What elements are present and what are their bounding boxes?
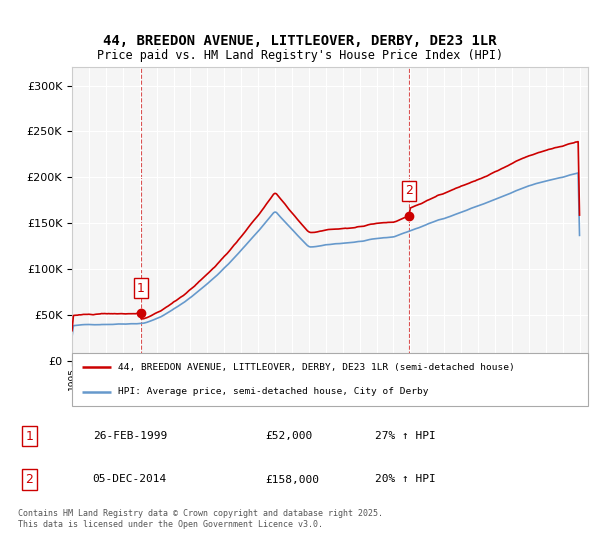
Text: 1: 1: [25, 430, 33, 442]
Text: 26-FEB-1999: 26-FEB-1999: [92, 431, 167, 441]
Text: Price paid vs. HM Land Registry's House Price Index (HPI): Price paid vs. HM Land Registry's House …: [97, 49, 503, 62]
Text: £52,000: £52,000: [265, 431, 313, 441]
Text: 05-DEC-2014: 05-DEC-2014: [92, 474, 167, 484]
Text: 44, BREEDON AVENUE, LITTLEOVER, DERBY, DE23 1LR (semi-detached house): 44, BREEDON AVENUE, LITTLEOVER, DERBY, D…: [118, 363, 515, 372]
Text: 1: 1: [137, 282, 145, 295]
Text: Contains HM Land Registry data © Crown copyright and database right 2025.
This d: Contains HM Land Registry data © Crown c…: [18, 510, 383, 529]
Text: 20% ↑ HPI: 20% ↑ HPI: [375, 474, 436, 484]
Text: 2: 2: [25, 473, 33, 486]
Text: £158,000: £158,000: [265, 474, 319, 484]
Text: 44, BREEDON AVENUE, LITTLEOVER, DERBY, DE23 1LR: 44, BREEDON AVENUE, LITTLEOVER, DERBY, D…: [103, 34, 497, 48]
FancyBboxPatch shape: [72, 353, 588, 406]
Text: 27% ↑ HPI: 27% ↑ HPI: [375, 431, 436, 441]
Text: HPI: Average price, semi-detached house, City of Derby: HPI: Average price, semi-detached house,…: [118, 387, 429, 396]
Text: 2: 2: [405, 184, 413, 198]
